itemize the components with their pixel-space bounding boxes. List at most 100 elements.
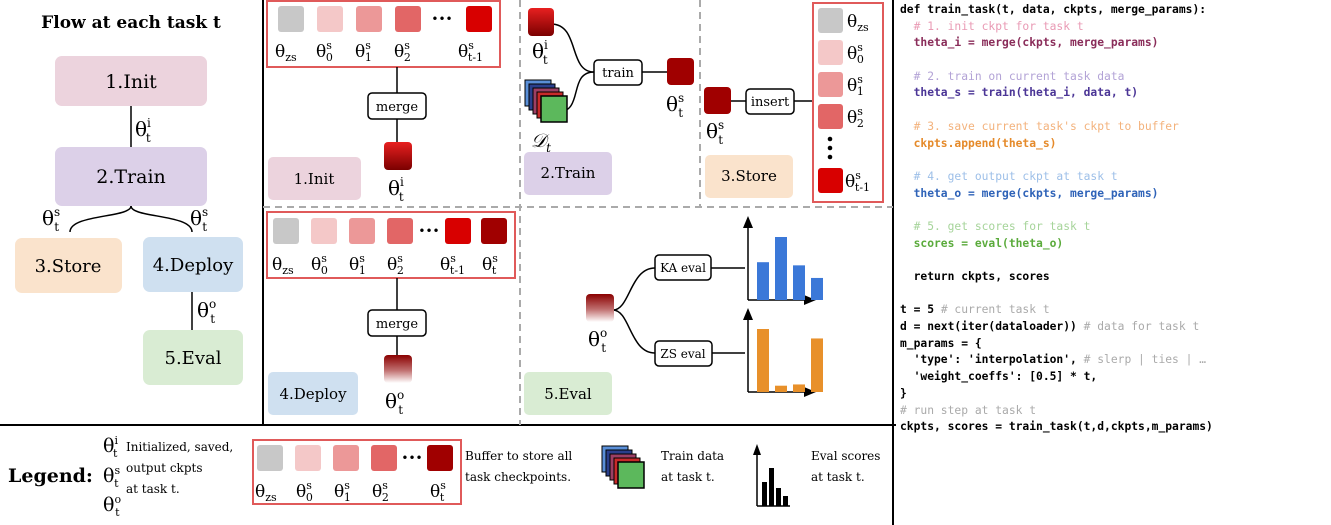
train-label: train [602,66,634,81]
legend-buffer-line1: Buffer to store all [465,449,572,463]
code-line: theta_o = merge(ckpts, merge_params) [900,186,1328,203]
label-theta-zs: θzs [275,42,297,64]
flow-theta-i: θi t [135,116,151,145]
code-comment: # slerp | ties | … [1076,353,1207,367]
train-data-stack [524,79,568,123]
train-ckpt-theta-s [667,58,694,85]
flow-init-label: 1.Init [105,71,157,93]
code-comment: # data for task t [1076,320,1200,334]
legend-label-2: θs 2 [372,479,389,504]
code-line [900,286,1328,303]
code-token: 'weight_coeffs': [0.5] * t, [900,370,1098,384]
buffer-cell [387,218,413,244]
panel-deploy: ••• θzs θs 0 θs 1 θs 2 θs t-1 θs t merge θo t … [266,211,516,417]
legend-label-1: θs 1 [334,479,351,504]
panel-init: ••• θzs θs 0 θs 1 θs 2 θs t-1 merge θi t 1.In… [266,0,501,204]
deploy-theta-o: θo t [385,388,404,417]
legend-theta-o: θo t [103,493,121,519]
legend-eval-line1: Eval scores [811,449,880,463]
code-token: theta_s = train(theta_i, data, t) [900,86,1139,100]
code-line: ckpts, scores = train_task(t,d,ckpts,m_p… [900,419,1328,436]
buffer-cell [295,445,321,471]
code-line: # 2. train on current task data [900,69,1328,86]
eval-panel-tag [524,372,612,415]
code-comment: # 4. get output ckpt at task t [900,169,1118,183]
deploy-label-0: θs 0 [311,252,328,277]
init-merge-label: merge [376,100,419,115]
ka-eval-box [654,254,712,281]
code-token: 'type': 'interpolation', [900,353,1077,367]
store-label-tm1: θs t-1 [845,169,870,194]
deploy-ckpt-theta-o [384,355,412,383]
insert-label: insert [751,95,790,110]
deploy-label-2: θs 2 [387,252,404,277]
flow-deploy-box [143,237,243,292]
panel-eval: θo t KA eval ZS eval 5.Eval [524,216,823,415]
code-line [900,102,1328,119]
label-theta-1: θs 1 [355,39,372,64]
ka-eval-label: KA eval [660,261,706,275]
buffer-dots: ••• [431,12,452,26]
store-panel-label: 3.Store [721,167,777,185]
buffer-cell [818,72,843,97]
bar [775,237,787,300]
flow-deploy-label: 4.Deploy [153,255,234,276]
init-buffer-frame [266,0,501,68]
panel-store: θs t insert 3.Store θzs θs 0 θs 1 θs 2 θs t-1 [704,2,884,203]
legend-buffer-line2: task checkpoints. [465,470,571,484]
zs-eval-box [654,340,713,367]
code-line: theta_s = train(theta_i, data, t) [900,85,1328,102]
code-line: } [900,386,1328,403]
train-ckpt-theta-i [528,8,554,36]
deploy-panel-tag [268,372,358,415]
bar [757,329,769,392]
deploy-merge-label: merge [376,317,419,332]
flow-train-label: 2.Train [96,166,166,188]
legend-label-t: θs t [430,479,446,504]
bar [811,338,823,392]
store-ckpt-theta-s [704,87,731,114]
init-merge-box [367,92,427,120]
flow-eval-box [143,330,243,385]
code-line: scores = eval(theta_o) [900,236,1328,253]
buffer-cell [278,6,304,32]
init-panel-label: 1.Init [294,170,335,188]
store-label-0: θs 0 [847,41,864,66]
init-panel-tag [268,157,361,200]
legend-label-0: θs 0 [296,479,313,504]
buffer-cell [818,8,843,33]
store-panel-tag [705,155,793,198]
eval-panel-label: 5.Eval [544,385,592,403]
zs-chart [743,308,823,397]
buffer-cell [481,218,507,244]
bar [793,265,805,300]
flow-init-box [55,56,207,106]
flow-title: Flow at each task t [41,13,221,33]
bar [793,384,805,392]
store-label-1: θs 1 [847,73,864,98]
init-ckpt-theta-i [384,142,412,170]
code-line: return ckpts, scores [900,269,1328,286]
code-token: theta_o = merge(ckpts, merge_params) [900,186,1159,200]
legend-eval-line2: at task t. [811,470,865,484]
code-line: ckpts.append(theta_s) [900,136,1328,153]
deploy-buffer-frame [266,211,516,279]
legend-title: Legend: [8,465,93,487]
code-token: ckpts.append(theta_s) [900,136,1057,150]
buffer-cell [257,445,283,471]
legend-buffer-dots: ••• [401,451,422,465]
code-line [900,152,1328,169]
buffer-cell [349,218,375,244]
code-comment: # current task t [934,303,1050,317]
code-token: ckpts, scores = train_task(t,d,ckpts,m_p… [900,420,1213,434]
bar [757,262,769,300]
flow-theta-o: θo t [197,297,216,326]
code-line: theta_i = merge(ckpts, merge_params) [900,35,1328,52]
deploy-buffer-dots: ••• [418,224,439,238]
code-comment: # 3. save current task's ckpt to buffer [900,119,1179,133]
legend-data-line2: at task t. [661,470,715,484]
store-label-2: θs 2 [847,105,864,130]
code-token: } [900,386,907,400]
code-line: # 3. save current task's ckpt to buffer [900,119,1328,136]
deploy-label-tm1: θs t-1 [440,252,465,277]
